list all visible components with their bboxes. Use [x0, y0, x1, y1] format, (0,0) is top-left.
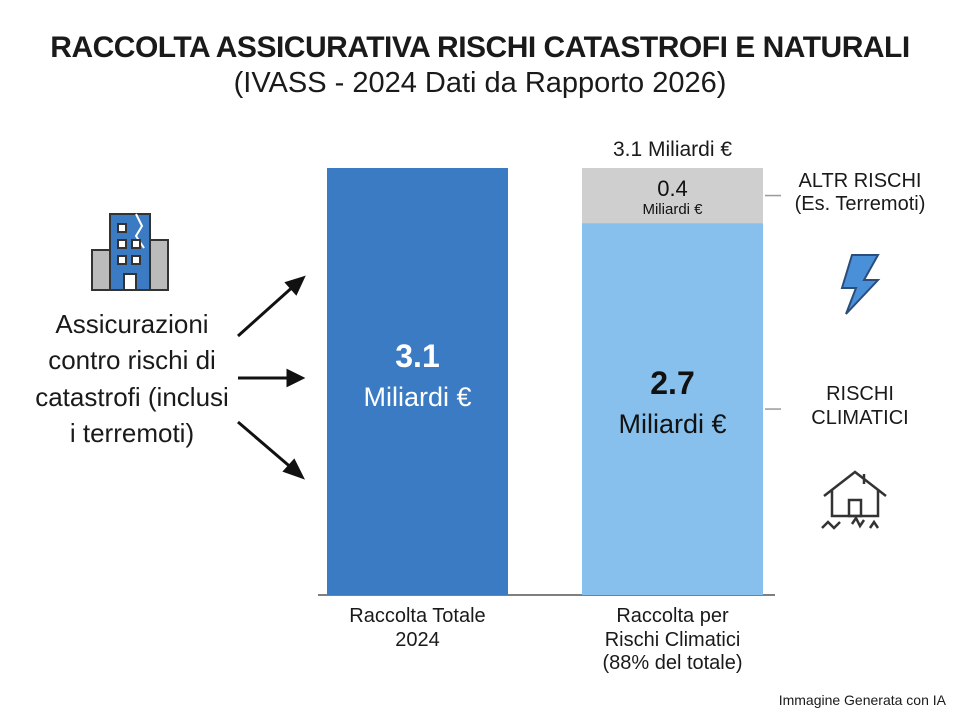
- x-tick-label: Raccolta Totale 2024: [349, 605, 486, 651]
- bar: [582, 223, 763, 595]
- value-label: 0.4: [657, 175, 688, 201]
- annotation: Assicurazioni contro rischi di catastrof…: [35, 309, 229, 449]
- bar: [582, 168, 763, 224]
- footer: Immagine Generata con IA: [778, 692, 946, 708]
- bar: [327, 168, 508, 595]
- unit-label: Miliardi €: [363, 381, 472, 412]
- lightning-icon: [840, 254, 881, 315]
- value-label: 2.7: [650, 365, 695, 402]
- unit-label: Miliardi €: [642, 200, 703, 218]
- value-label: 3.1: [395, 337, 440, 374]
- subtitle: (IVASS - 2024 Dati da Rapporto 2026): [233, 67, 727, 99]
- house-icon: [821, 470, 887, 530]
- unit-label: Miliardi €: [618, 409, 727, 440]
- legend-label: ALTR RISCHI (Es. Terremoti): [794, 169, 926, 216]
- x-tick-label: Raccolta per Rischi Climatici (88% del t…: [602, 605, 743, 675]
- legend-label: RISCHI CLIMATICI: [811, 383, 909, 429]
- total-label: 3.1 Miliardi €: [612, 138, 733, 161]
- arrows: [236, 275, 306, 480]
- title: RACCOLTA ASSICURATIVA RISCHI CATASTROFI …: [50, 31, 910, 64]
- building-icon: [91, 213, 169, 291]
